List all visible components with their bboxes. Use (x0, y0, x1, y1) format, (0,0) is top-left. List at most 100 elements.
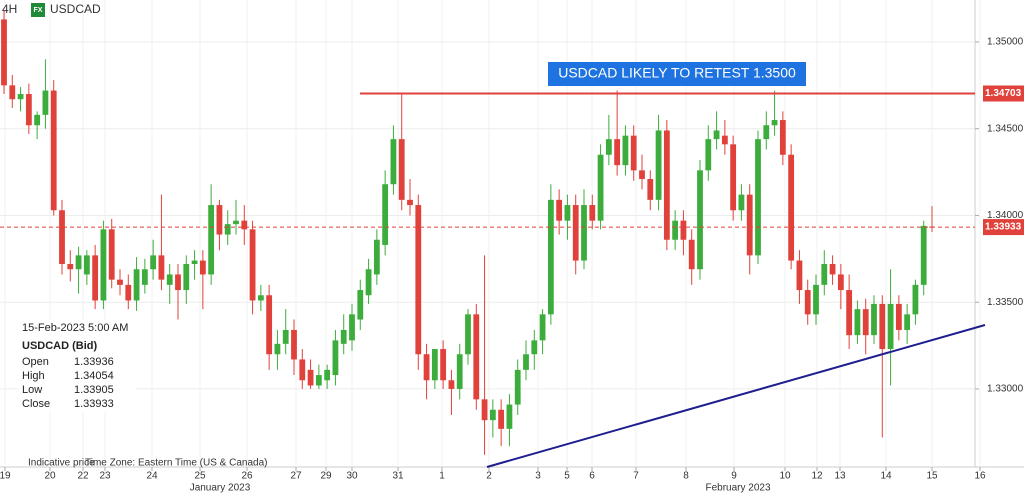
candle-body (108, 229, 115, 280)
x-tick-label: 3 (535, 471, 541, 482)
candle-body (17, 94, 24, 100)
x-tick-label: 9 (731, 471, 737, 482)
candle-body (25, 94, 32, 126)
candle-body (208, 205, 215, 275)
candle-body (837, 274, 844, 291)
candle-body (141, 269, 148, 285)
info-value: 1.33933 (74, 398, 114, 410)
candle-body (349, 314, 355, 341)
candle-body (572, 205, 579, 261)
y-tick-label: 1.34500 (987, 123, 1024, 134)
candle-body (721, 135, 728, 145)
candle-body (241, 220, 248, 230)
x-tick-label: 27 (290, 471, 302, 482)
info-box: 15-Feb-2023 5:00 AM USDCAD (Bid) Open 1.3… (18, 320, 136, 412)
candle-body (365, 269, 372, 296)
candle-body (564, 205, 571, 221)
candle-body (415, 205, 422, 355)
candle-body (1, 19, 7, 86)
candle-body (639, 170, 645, 180)
candle-body (481, 399, 488, 421)
candles (1, 10, 935, 455)
candle-body (175, 274, 181, 291)
candle-body (423, 354, 430, 381)
candle-body (117, 279, 123, 285)
candle-body (597, 154, 604, 221)
candle-body (332, 340, 339, 376)
info-label: High (22, 370, 45, 382)
candle-body (630, 135, 637, 171)
info-label: Low (22, 384, 43, 396)
candle-body (42, 90, 49, 115)
last-price-tag (983, 219, 1024, 236)
candle-body (398, 139, 405, 200)
candle-body (846, 290, 853, 336)
x-tick-label: 19 (0, 471, 11, 482)
candle-body (647, 179, 654, 200)
candle-body (605, 139, 612, 155)
last-price-label: 1.33933 (985, 222, 1022, 233)
candle-body (92, 255, 99, 301)
candle-body (771, 120, 778, 126)
y-tick-label: 1.35000 (987, 37, 1024, 48)
info-value: 1.33905 (74, 384, 114, 396)
candle-body (315, 375, 322, 386)
candle-body (274, 343, 281, 355)
candle-body (489, 409, 496, 421)
candle-body (829, 264, 836, 275)
candle-body (547, 199, 554, 315)
candle-body (746, 194, 753, 256)
candle-body (514, 369, 521, 405)
candle-body (183, 264, 190, 291)
x-tick-label: 30 (346, 471, 358, 482)
candle-body (83, 255, 90, 275)
candle-body (67, 264, 74, 270)
candle-body (473, 314, 480, 400)
x-tick-label: 22 (77, 471, 89, 482)
info-label: Open (22, 356, 49, 368)
candle-body (854, 309, 861, 336)
x-tick-label: 25 (194, 471, 206, 482)
candle-body (431, 349, 438, 381)
x-tick-label: 14 (880, 471, 892, 482)
month-label: February 2023 (705, 483, 770, 493)
candle-body (779, 120, 786, 155)
x-tick-label: 31 (392, 471, 404, 482)
info-datetime: 15-Feb-2023 5:00 AM (22, 322, 129, 334)
candle-body (813, 284, 819, 315)
candle-body (730, 144, 737, 211)
candle-body (912, 284, 919, 315)
candle-body (133, 269, 140, 301)
candle-body (804, 290, 811, 315)
info-value: 1.33936 (74, 356, 114, 368)
info-label: Close (22, 398, 51, 410)
candle-body (448, 380, 455, 389)
x-tick-label: 15 (926, 471, 938, 482)
symbol: USDCAD (50, 2, 101, 16)
candle-body (796, 260, 803, 291)
x-tick-label: 1 (439, 471, 445, 482)
fx-badge (31, 3, 45, 17)
support-trendline (486, 324, 986, 468)
candle-body (75, 255, 82, 270)
levels (0, 85, 1024, 236)
x-tick-label: 20 (44, 471, 56, 482)
resistance-tag (983, 85, 1024, 102)
candle-body (589, 205, 596, 221)
x-tick-label: 16 (974, 471, 986, 482)
y-tick-label: 1.33500 (987, 297, 1024, 308)
month-label: January 2023 (190, 483, 251, 493)
candle-body (895, 303, 902, 330)
candle-body (158, 255, 165, 280)
candle-body (655, 130, 662, 200)
y-tick-label: 1.34000 (987, 210, 1024, 221)
timeframe: 4H (2, 2, 17, 16)
candle-body (663, 130, 670, 240)
candle-body (407, 199, 413, 206)
info-row: High 1.34054 (22, 370, 132, 383)
candle-body (622, 135, 629, 166)
candle-body (456, 354, 463, 389)
candle-body (763, 125, 770, 140)
candle-body (100, 229, 107, 301)
